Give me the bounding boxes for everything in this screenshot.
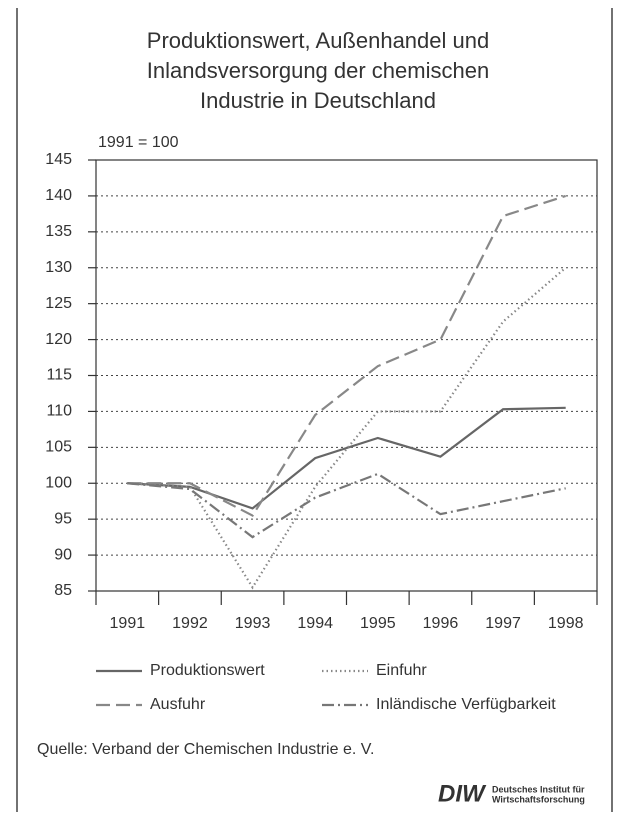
chart-title: Industrie in Deutschland [200,88,436,113]
logo-mark: DIW [438,780,487,807]
x-tick-label: 1992 [172,615,208,632]
y-axis-label: 1991 = 100 [98,134,179,151]
x-tick-label: 1997 [485,615,521,632]
y-tick-label: 125 [45,295,72,312]
legend-label: Ausfuhr [150,696,206,713]
y-tick-label: 130 [45,259,72,276]
source: Quelle: Verband der Chemischen Industrie… [37,741,374,758]
y-tick-label: 100 [45,474,72,491]
y-tick-label: 140 [45,187,72,204]
series-line [127,472,566,539]
x-tick-label: 1996 [423,615,459,632]
x-tick-label: 1994 [297,615,333,632]
y-tick-label: 90 [54,546,72,563]
legend-label: Einfuhr [376,662,427,679]
legend-label: Inländische Verfügbarkeit [376,696,556,713]
x-tick-label: 1995 [360,615,396,632]
x-tick-label: 1993 [235,615,271,632]
x-tick-label: 1998 [548,615,584,632]
y-tick-label: 145 [45,151,72,168]
logo-text: Wirtschaftsforschung [492,794,585,804]
series-line [127,266,567,590]
logo-text: Deutsches Institut für [492,784,585,794]
y-tick-label: 105 [45,439,72,456]
y-tick-label: 115 [46,367,72,384]
series-line [127,194,567,518]
y-tick-label: 95 [54,510,72,527]
y-tick-label: 135 [45,223,72,240]
y-tick-label: 85 [54,582,72,599]
legend-label: Produktionswert [150,662,265,679]
y-tick-label: 120 [45,331,72,348]
x-tick-label: 1991 [110,615,146,632]
y-tick-label: 110 [46,403,72,420]
series-line [127,406,566,510]
chart-title: Inlandsversorgung der chemischen [147,58,489,83]
chart-title: Produktionswert, Außenhandel und [147,28,489,53]
